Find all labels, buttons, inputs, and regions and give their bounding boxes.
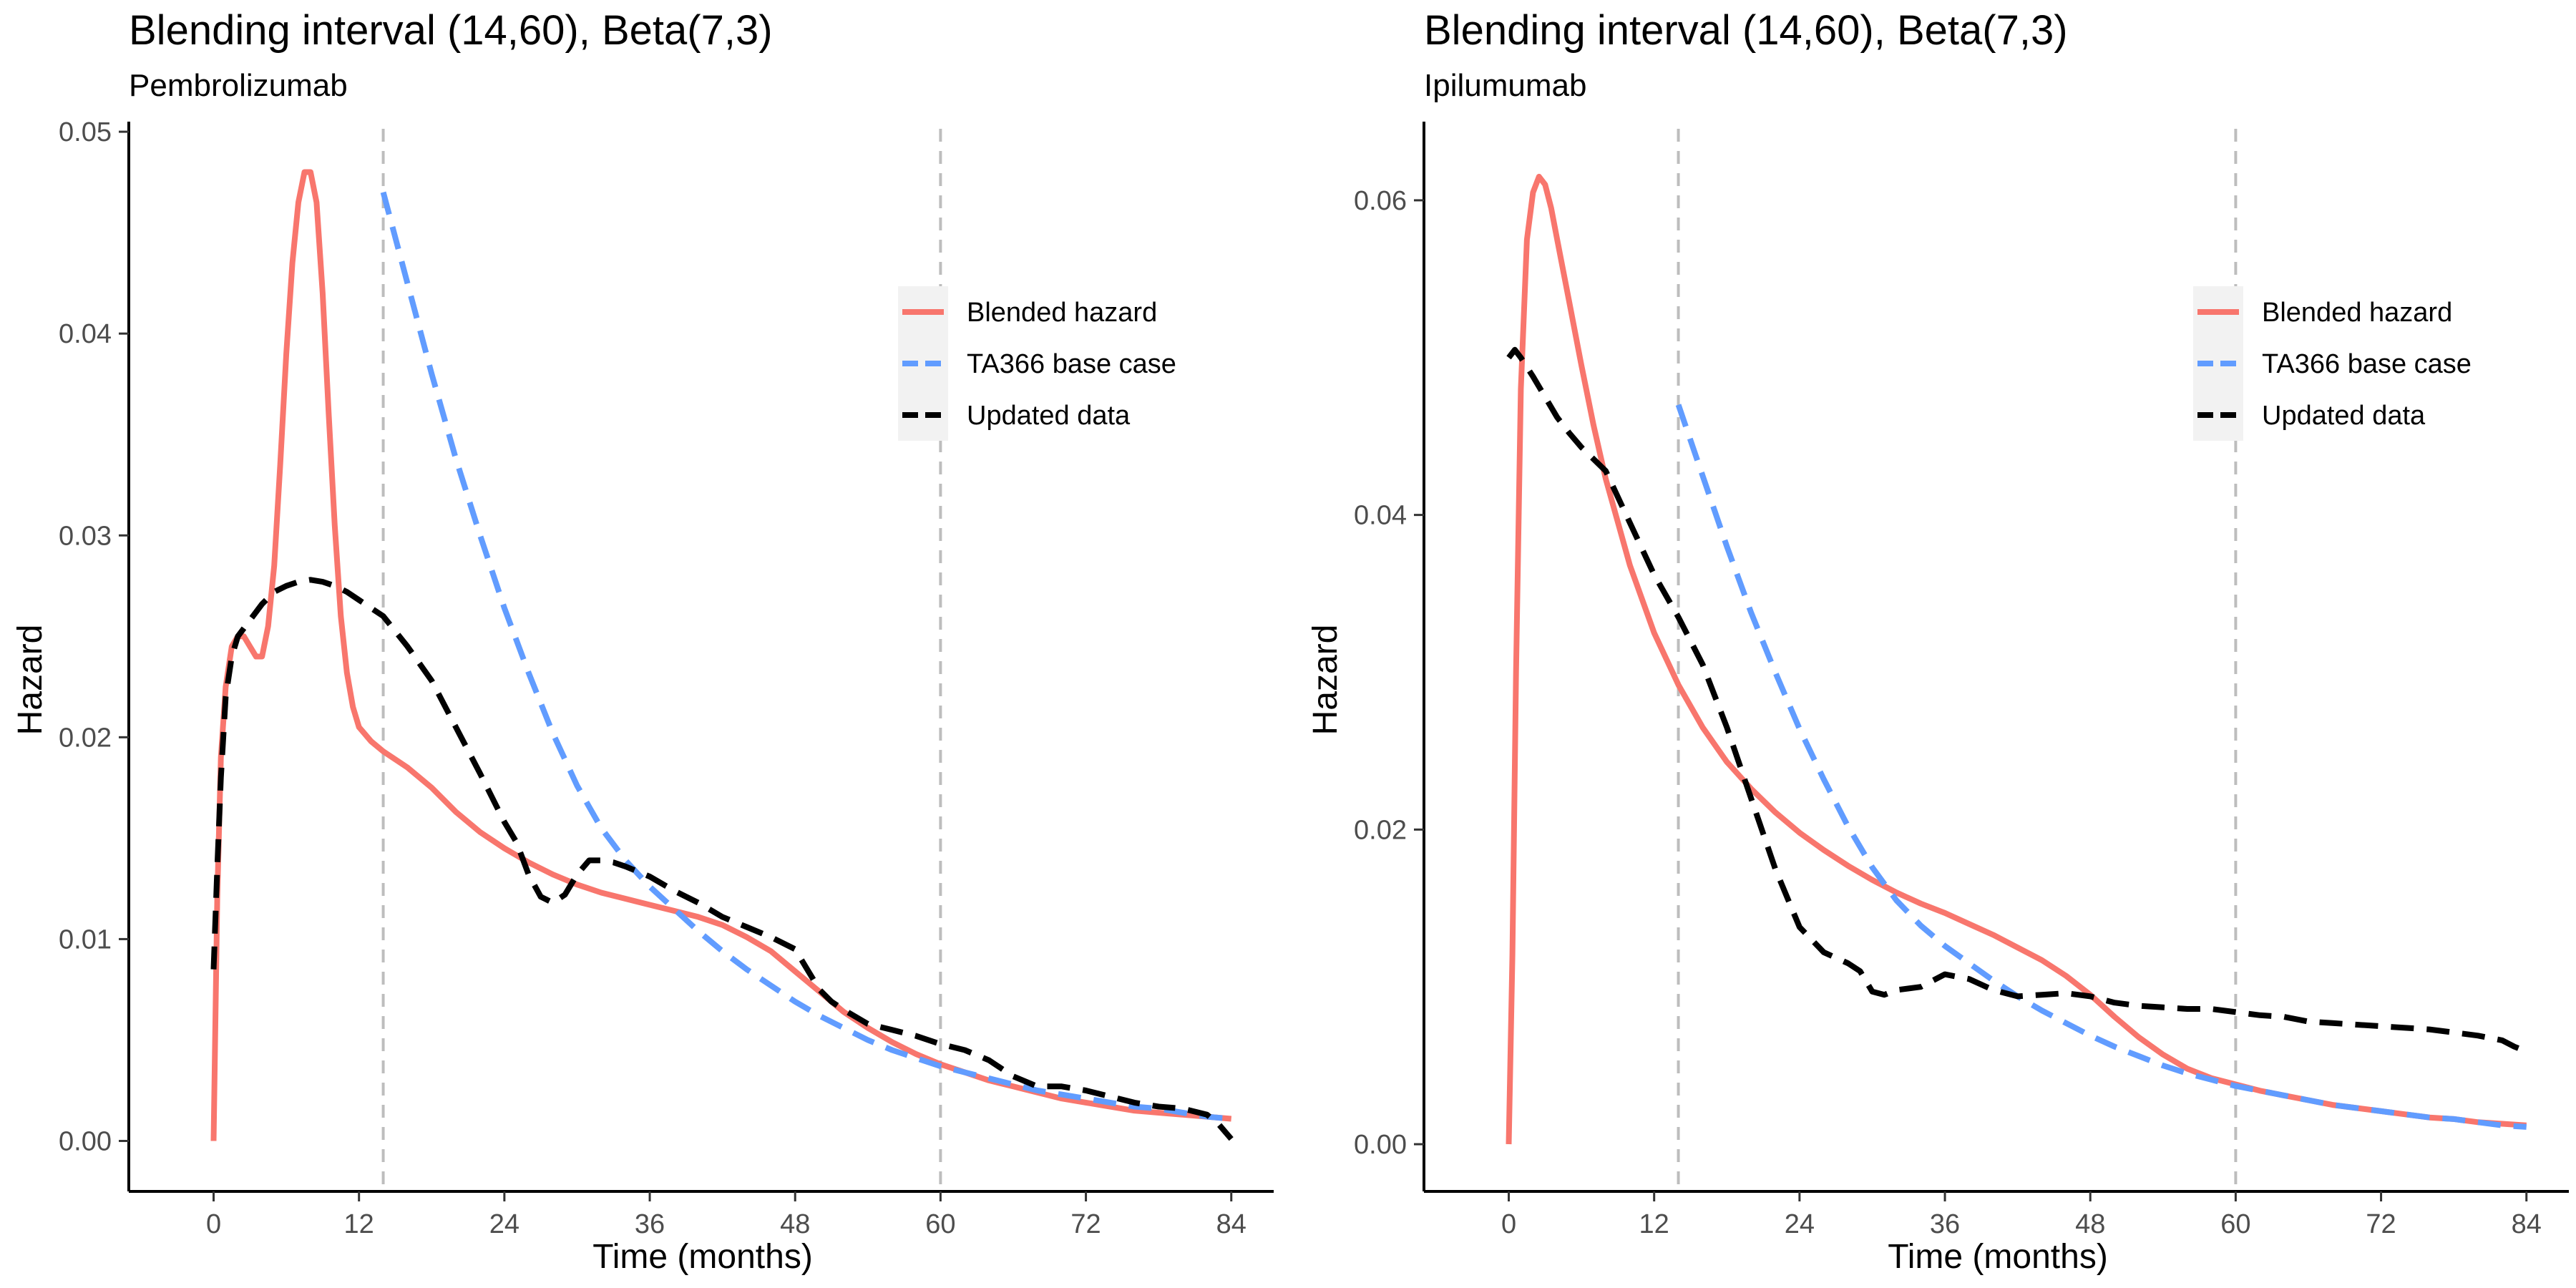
legend-label: Updated data — [2262, 401, 2426, 431]
series-line-updated-data — [210, 577, 1234, 1141]
y-tick-label: 0.00 — [59, 1126, 112, 1156]
x-tick-label: 72 — [1070, 1209, 1101, 1239]
legend-label: Blended hazard — [967, 298, 1157, 328]
y-tick-label: 0.04 — [59, 319, 112, 349]
y-tick-label: 0.00 — [1354, 1130, 1407, 1160]
x-tick-label: 36 — [1930, 1209, 1960, 1239]
chart-subtitle: Ipilumumab — [1424, 68, 1586, 103]
x-tick-label: 24 — [489, 1209, 519, 1239]
x-tick-label: 0 — [206, 1209, 221, 1239]
y-tick-label: 0.02 — [59, 723, 112, 753]
x-axis-title: Time (months) — [1888, 1238, 2108, 1276]
x-tick-label: 84 — [1216, 1209, 1246, 1239]
x-tick-label: 84 — [2512, 1209, 2542, 1239]
x-tick-label: 12 — [344, 1209, 374, 1239]
legend-label: Updated data — [967, 401, 1131, 431]
series-line-ta366-base-case — [380, 191, 1232, 1122]
x-tick-label: 48 — [2075, 1209, 2105, 1239]
chart-subtitle: Pembrolizumab — [129, 68, 348, 103]
y-axis-title: Hazard — [1307, 625, 1345, 736]
x-tick-label: 48 — [780, 1209, 810, 1239]
y-tick-label: 0.01 — [59, 924, 112, 955]
x-tick-label: 72 — [2366, 1209, 2396, 1239]
plot-area: 0 12 24 36 48 60 72 84 0.00 0.02 0.04 0.06 — [1354, 122, 2569, 1239]
legend: Blended hazard TA366 base case Updated dat… — [898, 286, 1176, 441]
x-tick-label: 0 — [1501, 1209, 1516, 1239]
x-tick-label: 60 — [925, 1209, 955, 1239]
plot-area: 0 12 24 36 48 60 72 84 0.00 0.01 0.02 0.03 0.04 0.05 — [59, 117, 1274, 1239]
chart-title: Blending interval (14,60), Beta(7,3) — [1424, 7, 2068, 54]
x-tick-label: 36 — [635, 1209, 665, 1239]
legend-label: TA366 base case — [967, 349, 1176, 379]
y-axis-title: Hazard — [11, 625, 49, 736]
series-line-blended-hazard — [210, 169, 1232, 1141]
y-tick-label: 0.03 — [59, 521, 112, 551]
x-tick-label: 60 — [2220, 1209, 2250, 1239]
chart-title: Blending interval (14,60), Beta(7,3) — [129, 7, 773, 54]
chart-panel-pembrolizumab: Blending interval (14,60), Beta(7,3) Pem… — [11, 7, 1274, 1276]
y-tick-label: 0.06 — [1354, 186, 1407, 216]
x-tick-label: 24 — [1785, 1209, 1815, 1239]
legend-label: TA366 base case — [2262, 349, 2472, 379]
legend-label: Blended hazard — [2262, 298, 2452, 328]
chart-panel-ipilumumab: Blending interval (14,60), Beta(7,3) Ipi… — [1307, 7, 2569, 1276]
x-tick-label: 12 — [1639, 1209, 1669, 1239]
y-tick-label: 0.02 — [1354, 815, 1407, 845]
y-tick-label: 0.04 — [1354, 501, 1407, 531]
y-tick-label: 0.05 — [59, 117, 112, 147]
x-axis-title: Time (months) — [592, 1238, 813, 1276]
series-line-ta366-base-case — [1675, 404, 2527, 1130]
legend: Blended hazard TA366 base case Updated dat… — [2193, 286, 2472, 441]
